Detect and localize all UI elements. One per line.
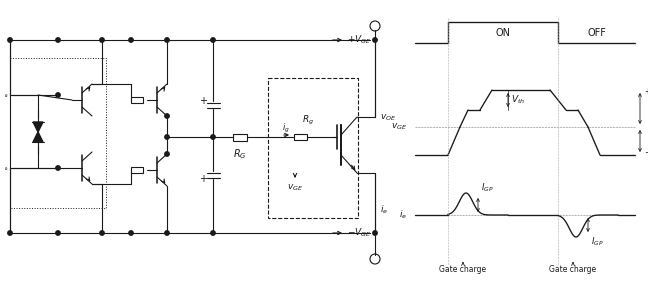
Text: $i_e$: $i_e$ bbox=[399, 209, 407, 221]
Text: $+V_{GE}$: $+V_{GE}$ bbox=[347, 34, 371, 46]
Text: Gate charge: Gate charge bbox=[550, 266, 597, 275]
Text: $i_e$: $i_e$ bbox=[380, 204, 388, 216]
Circle shape bbox=[211, 38, 215, 42]
Text: $v_{GE}$: $v_{GE}$ bbox=[287, 183, 303, 193]
Bar bbox=[268, 78, 358, 218]
Bar bbox=[233, 133, 247, 140]
Text: $i_g$: $i_g$ bbox=[282, 121, 290, 135]
Text: $I_{GP}$: $I_{GP}$ bbox=[591, 236, 603, 248]
Circle shape bbox=[56, 93, 60, 97]
Text: OFF: OFF bbox=[587, 28, 606, 38]
Circle shape bbox=[211, 135, 215, 139]
Text: $I_{GP}$: $I_{GP}$ bbox=[481, 182, 494, 194]
Text: $R_G$: $R_G$ bbox=[233, 147, 247, 161]
Circle shape bbox=[100, 38, 104, 42]
Circle shape bbox=[165, 38, 169, 42]
Text: $+V_{GE}$: $+V_{GE}$ bbox=[644, 86, 648, 98]
Circle shape bbox=[211, 231, 215, 235]
Polygon shape bbox=[33, 122, 43, 132]
Text: +: + bbox=[199, 96, 207, 106]
Text: $\circ$: $\circ$ bbox=[3, 92, 8, 98]
Text: $-V_{GE}$: $-V_{GE}$ bbox=[347, 227, 371, 239]
Circle shape bbox=[165, 114, 169, 118]
Circle shape bbox=[100, 231, 104, 235]
Circle shape bbox=[8, 231, 12, 235]
Circle shape bbox=[56, 231, 60, 235]
Circle shape bbox=[129, 38, 133, 42]
Circle shape bbox=[8, 38, 12, 42]
Text: ON: ON bbox=[496, 28, 511, 38]
Circle shape bbox=[165, 231, 169, 235]
Text: +: + bbox=[199, 174, 207, 184]
Bar bbox=[131, 167, 143, 173]
Text: $v_{OE}$: $v_{OE}$ bbox=[380, 113, 397, 123]
Circle shape bbox=[373, 231, 377, 235]
Bar bbox=[10, 58, 106, 208]
Text: $v_{GE}$: $v_{GE}$ bbox=[391, 122, 407, 132]
Circle shape bbox=[165, 135, 169, 139]
Polygon shape bbox=[33, 132, 43, 142]
Text: $-V_{GE}$: $-V_{GE}$ bbox=[644, 147, 648, 159]
Text: $V_{th}$: $V_{th}$ bbox=[511, 94, 526, 106]
Text: $\circ$: $\circ$ bbox=[3, 165, 8, 171]
Bar bbox=[294, 134, 307, 140]
Circle shape bbox=[165, 152, 169, 156]
Circle shape bbox=[129, 231, 133, 235]
Circle shape bbox=[56, 166, 60, 170]
Text: Gate charge: Gate charge bbox=[439, 266, 487, 275]
Circle shape bbox=[56, 38, 60, 42]
Circle shape bbox=[373, 38, 377, 42]
Bar bbox=[131, 97, 143, 103]
Text: $R_g$: $R_g$ bbox=[302, 114, 314, 127]
